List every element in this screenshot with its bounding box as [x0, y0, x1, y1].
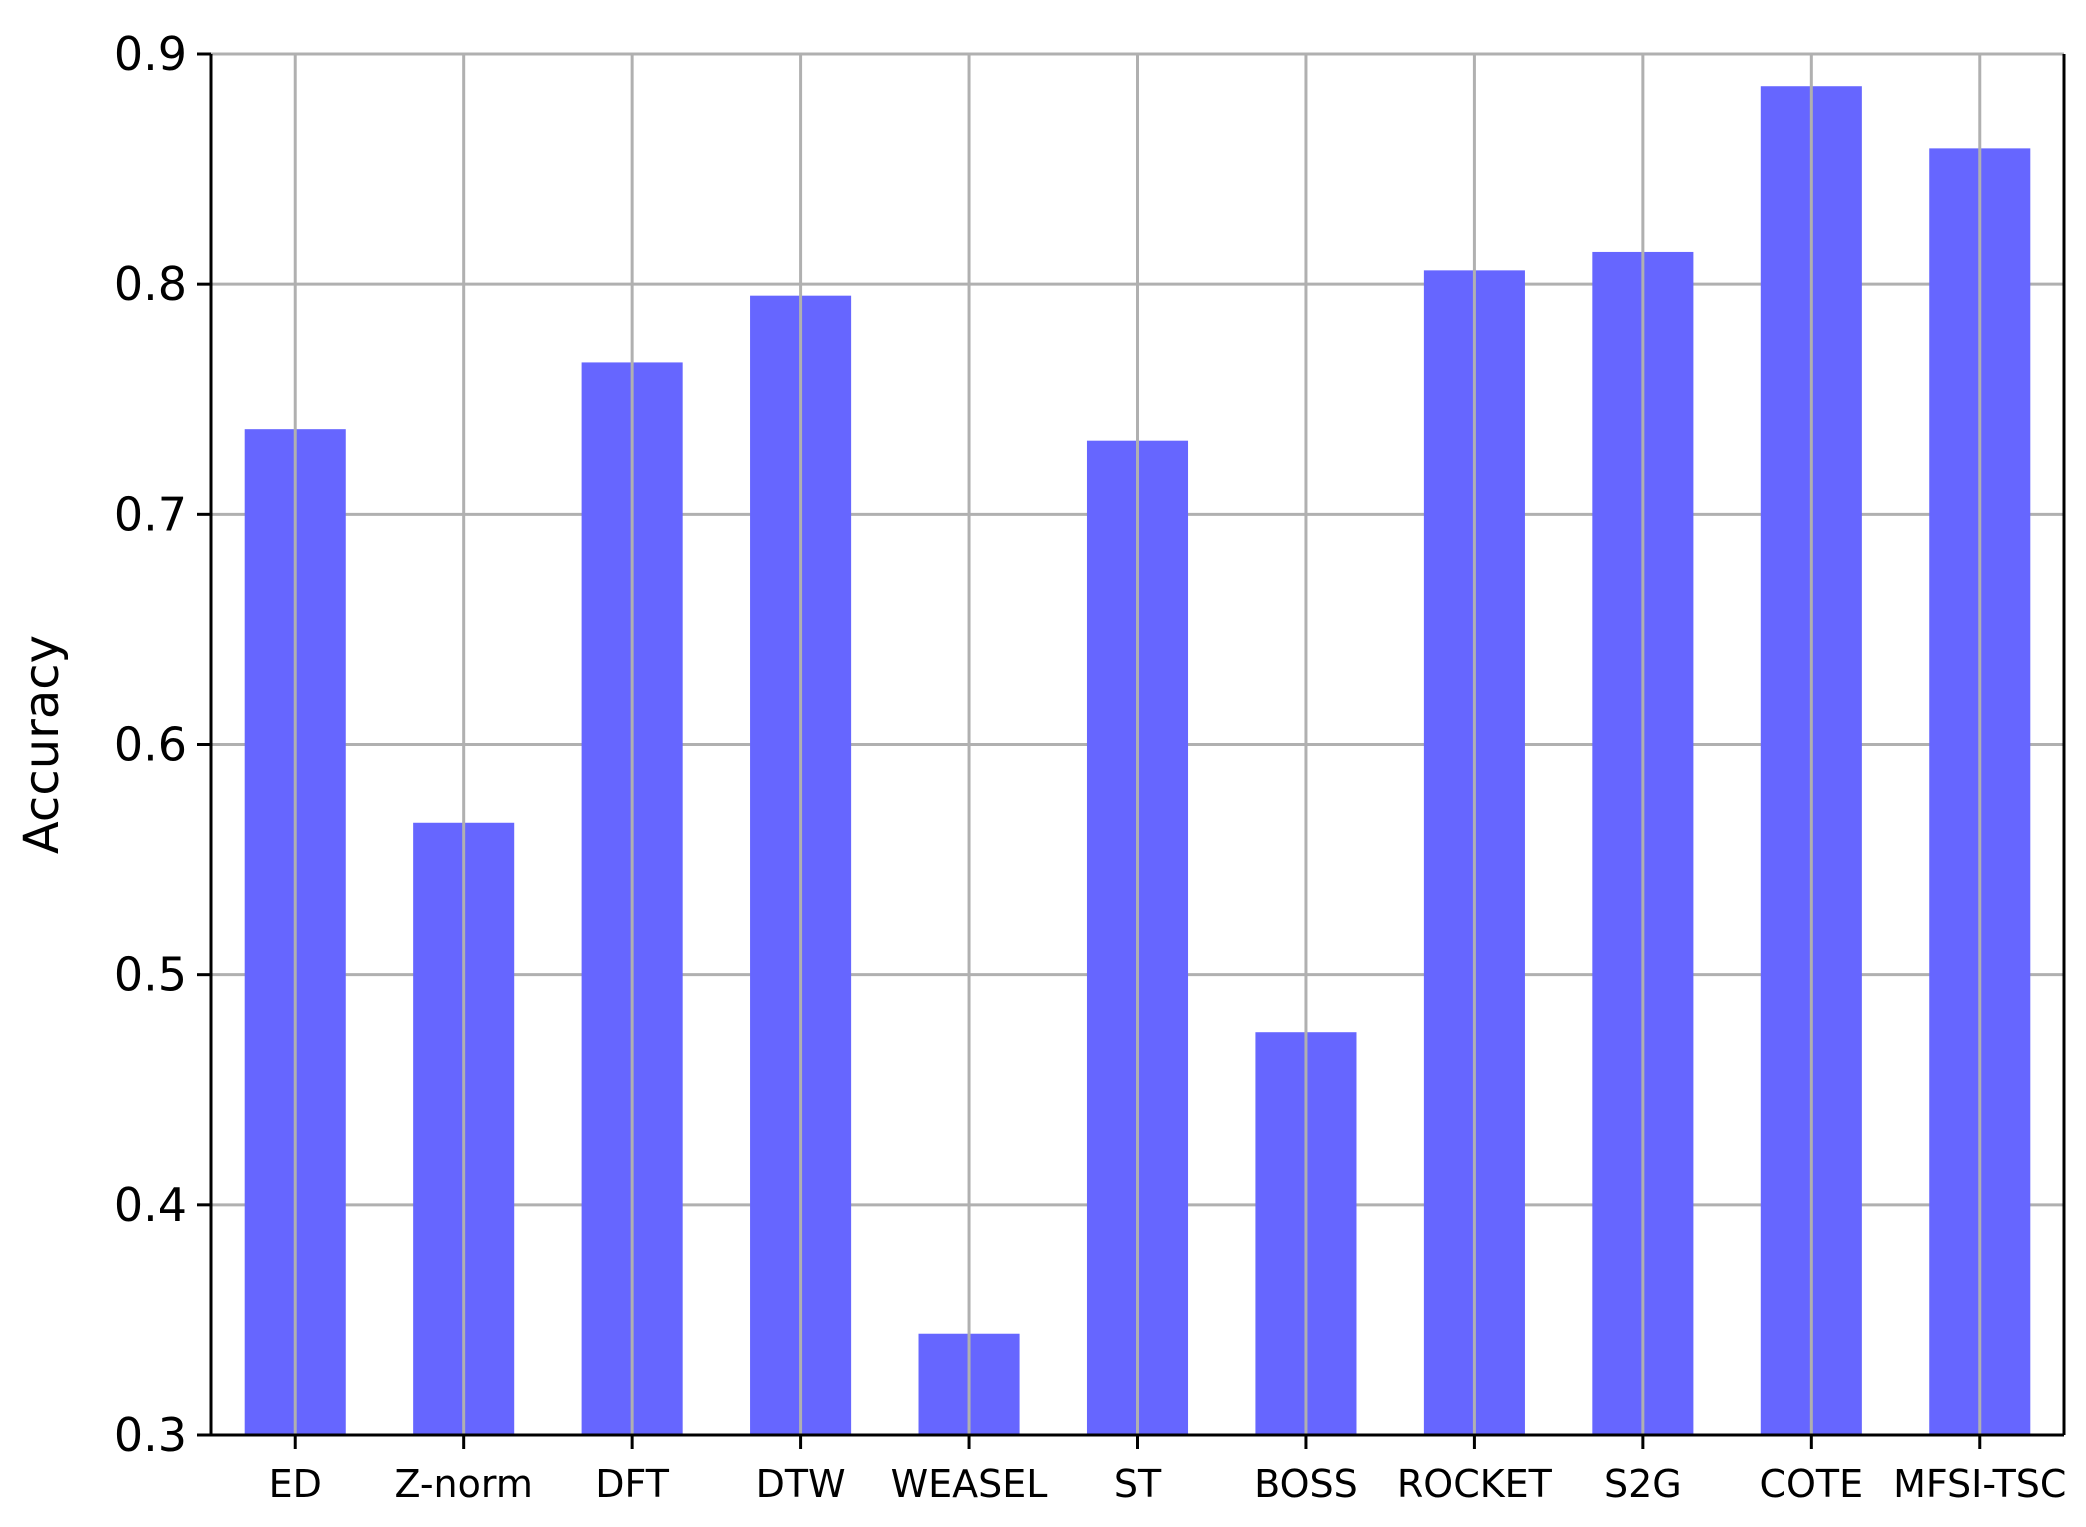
- x-tick-label: BOSS: [1254, 1462, 1358, 1506]
- x-tick-label: Z-norm: [394, 1462, 532, 1506]
- y-tick-label: 0.3: [114, 1408, 187, 1462]
- y-tick-label: 0.4: [114, 1178, 187, 1232]
- y-tick-label: 0.9: [114, 27, 187, 81]
- x-tick-label: WEASEL: [891, 1462, 1048, 1506]
- vertical-grid-lines: [293, 54, 1982, 1435]
- labels: 0.3 0.4 0.5 0.6 0.7 0.8 0.9 ED Z-norm DFT DTW WEASE…: [14, 27, 2066, 1506]
- x-tick-label: ED: [269, 1462, 322, 1506]
- x-tick-label: ROCKET: [1397, 1462, 1553, 1506]
- y-tick-label: 0.7: [114, 487, 187, 541]
- y-tick-label: 0.6: [114, 718, 187, 772]
- x-tick-label: MFSI-TSC: [1893, 1462, 2066, 1506]
- x-tick-label: DTW: [756, 1462, 846, 1506]
- x-tick-label: DFT: [595, 1462, 669, 1506]
- y-axis-title: Accuracy: [14, 635, 70, 854]
- x-tick-label: ST: [1114, 1462, 1162, 1506]
- x-tick-label: COTE: [1759, 1462, 1863, 1506]
- y-tick-label: 0.8: [114, 257, 187, 311]
- axes: [197, 52, 2066, 1449]
- y-tick-label: 0.5: [114, 948, 187, 1002]
- x-tick-label: S2G: [1604, 1462, 1682, 1506]
